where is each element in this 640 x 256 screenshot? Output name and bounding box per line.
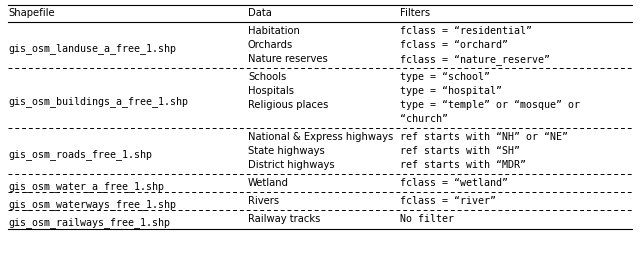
Text: gis_osm_buildings_a_free_1.shp: gis_osm_buildings_a_free_1.shp bbox=[8, 96, 188, 107]
Text: gis_osm_waterways_free_1.shp: gis_osm_waterways_free_1.shp bbox=[8, 199, 176, 210]
Text: type = “temple” or “mosque” or: type = “temple” or “mosque” or bbox=[400, 100, 580, 110]
Text: Religious places: Religious places bbox=[248, 100, 328, 110]
Text: Habitation: Habitation bbox=[248, 26, 300, 36]
Text: type = “school”: type = “school” bbox=[400, 72, 490, 82]
Text: Railway tracks: Railway tracks bbox=[248, 214, 321, 224]
Text: Schools: Schools bbox=[248, 72, 286, 82]
Text: ref starts with “SH”: ref starts with “SH” bbox=[400, 146, 520, 156]
Text: gis_osm_roads_free_1.shp: gis_osm_roads_free_1.shp bbox=[8, 149, 152, 160]
Text: fclass = “wetland”: fclass = “wetland” bbox=[400, 178, 508, 188]
Text: Shapefile: Shapefile bbox=[8, 8, 54, 18]
Text: No filter: No filter bbox=[400, 214, 454, 224]
Text: Nature reserves: Nature reserves bbox=[248, 54, 328, 64]
Text: fclass = “orchard”: fclass = “orchard” bbox=[400, 40, 508, 50]
Text: gis_osm_water_a_free_1.shp: gis_osm_water_a_free_1.shp bbox=[8, 181, 164, 192]
Text: District highways: District highways bbox=[248, 160, 335, 170]
Text: ref starts with “MDR”: ref starts with “MDR” bbox=[400, 160, 526, 170]
Text: fclass = “residential”: fclass = “residential” bbox=[400, 26, 532, 36]
Text: gis_osm_landuse_a_free_1.shp: gis_osm_landuse_a_free_1.shp bbox=[8, 43, 176, 54]
Text: fclass = “river”: fclass = “river” bbox=[400, 196, 496, 206]
Text: National & Express highways: National & Express highways bbox=[248, 132, 393, 142]
Text: type = “hospital”: type = “hospital” bbox=[400, 86, 502, 96]
Text: Orchards: Orchards bbox=[248, 40, 293, 50]
Text: gis_osm_railways_free_1.shp: gis_osm_railways_free_1.shp bbox=[8, 217, 170, 228]
Text: State highways: State highways bbox=[248, 146, 324, 156]
Text: Data: Data bbox=[248, 8, 272, 18]
Text: Hospitals: Hospitals bbox=[248, 86, 294, 96]
Text: ref starts with “NH” or “NE”: ref starts with “NH” or “NE” bbox=[400, 132, 568, 142]
Text: Wetland: Wetland bbox=[248, 178, 289, 188]
Text: Filters: Filters bbox=[400, 8, 430, 18]
Text: “church”: “church” bbox=[400, 114, 448, 124]
Text: Rivers: Rivers bbox=[248, 196, 279, 206]
Text: fclass = “nature_reserve”: fclass = “nature_reserve” bbox=[400, 54, 550, 65]
